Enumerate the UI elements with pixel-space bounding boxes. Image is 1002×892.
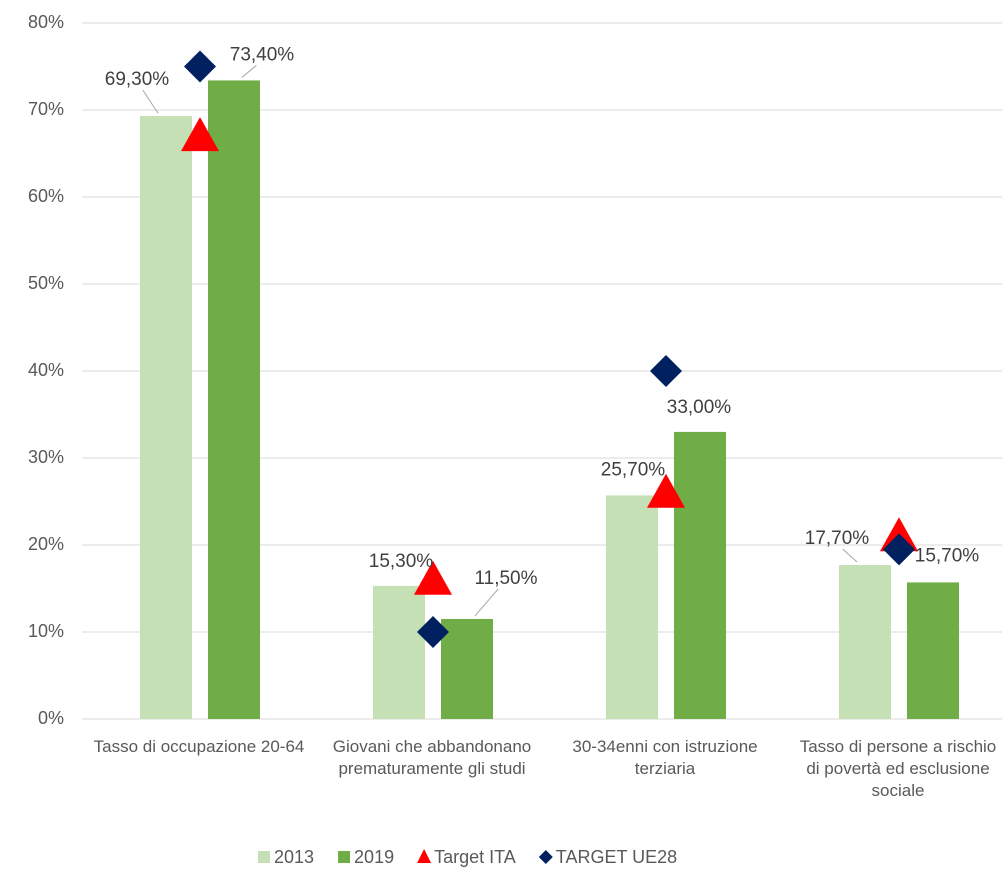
target-diamond: [883, 533, 915, 566]
target-diamond: [650, 355, 682, 387]
bar: [373, 585, 425, 719]
legend-label: TARGET UE28: [556, 847, 677, 867]
y-tick-label: 70%: [28, 99, 64, 119]
x-tick-label: 30-34enni con istruzione terziaria: [572, 737, 758, 778]
bar: [907, 582, 959, 719]
y-tick-label: 10%: [28, 621, 64, 641]
y-tick-label: 60%: [28, 186, 64, 206]
legend-label: 2013: [274, 847, 314, 867]
y-tick-label: 20%: [28, 534, 64, 554]
y-tick-label: 50%: [28, 273, 64, 293]
data-label: 11,50%: [474, 568, 537, 589]
y-tick-label: 0%: [38, 708, 64, 728]
leader-line: [474, 588, 499, 617]
target-triangle: [647, 473, 685, 508]
leader-line: [241, 65, 257, 78]
legend-label: 2019: [354, 847, 394, 867]
data-label: 69,30%: [105, 69, 170, 90]
target-triangle: [414, 560, 452, 595]
legend-swatch: [338, 851, 351, 863]
data-label: 15,70%: [915, 545, 980, 566]
target-diamond: [184, 50, 216, 83]
leader-line: [842, 548, 858, 563]
x-tick-label: Giovani che abbandonano prematuramente g…: [332, 737, 532, 778]
bar: [839, 565, 891, 719]
bar: [441, 618, 493, 719]
bar: [140, 116, 192, 720]
legend-swatch: [417, 849, 432, 863]
target-triangle: [181, 117, 219, 152]
bar: [208, 80, 260, 720]
x-tick-label: Tasso di persone a rischio di povertà ed…: [799, 737, 997, 800]
bar: [606, 495, 658, 719]
leader-line: [142, 89, 159, 114]
y-tick-label: 40%: [28, 360, 64, 380]
y-tick-label: 80%: [28, 12, 64, 32]
legend-swatch: [538, 850, 553, 864]
data-label: 17,70%: [805, 528, 870, 549]
bar: [674, 431, 726, 719]
data-label: 15,30%: [369, 551, 434, 572]
y-tick-label: 30%: [28, 447, 64, 467]
legend-swatch: [258, 851, 270, 863]
legend-label: Target ITA: [434, 847, 516, 867]
data-label: 73,40%: [230, 44, 295, 65]
data-label: 25,70%: [601, 459, 666, 480]
x-tick-label: Tasso di occupazione 20-64: [93, 737, 305, 756]
data-label: 33,00%: [667, 397, 732, 418]
target-diamond: [417, 616, 449, 648]
